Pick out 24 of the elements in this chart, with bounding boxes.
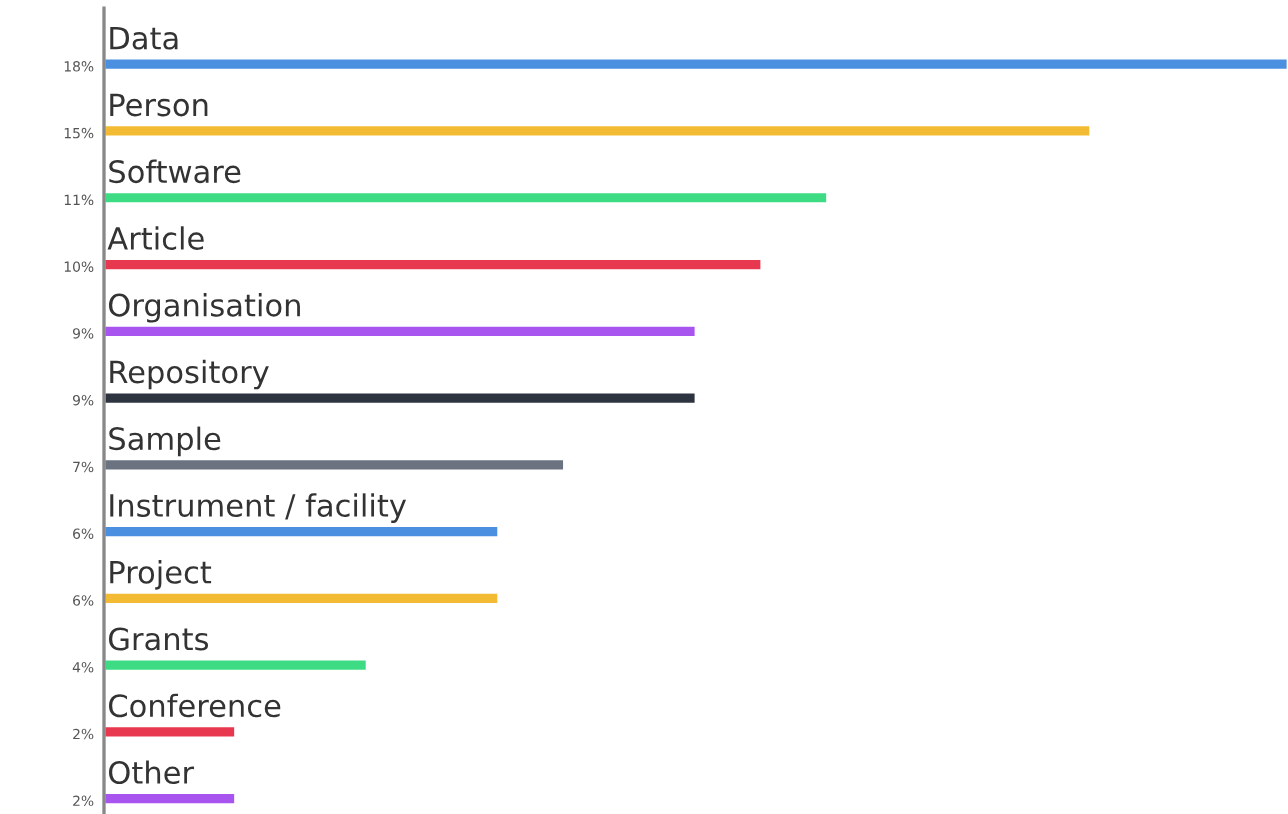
y-tick-label: Other (109, 760, 195, 785)
bar (104, 457, 566, 473)
y-tick-label: Instrument / facility (110, 493, 407, 523)
bar (104, 724, 237, 740)
bar (104, 524, 501, 539)
y-tick-label: Article (107, 226, 204, 250)
y-tick-label: Sample (109, 426, 221, 457)
y-tick-label: Person (110, 93, 208, 117)
bar (104, 657, 369, 673)
bar (104, 323, 698, 339)
y-tick-label: Data (110, 26, 178, 50)
y-tick-label: Repository (110, 359, 269, 390)
bar (104, 56, 1288, 72)
bar (104, 190, 829, 206)
bar (104, 791, 237, 807)
bar (104, 390, 698, 406)
y-tick-label: Software (109, 159, 241, 184)
y-tick-label: Organisation (109, 293, 300, 323)
bar (104, 257, 764, 272)
bar (104, 123, 1093, 139)
bar (104, 590, 501, 606)
y-tick-label: Conference (109, 693, 281, 718)
y-tick-label: Project (110, 560, 212, 590)
y-tick-label: Grants (109, 627, 209, 651)
